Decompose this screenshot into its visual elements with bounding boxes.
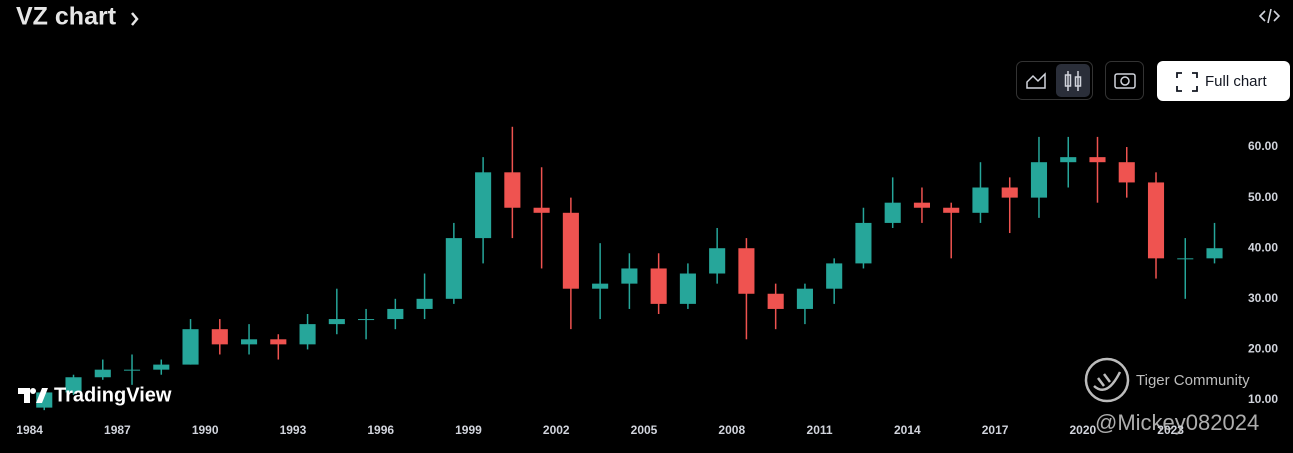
x-tick-label: 1993 <box>280 423 307 437</box>
candle-body <box>650 268 667 304</box>
candle-body <box>123 369 141 371</box>
candle-body <box>1177 258 1194 260</box>
candle-body <box>1001 187 1018 198</box>
button-label: Full chart <box>1205 73 1268 90</box>
watermark: Tiger Community @Mickey082024 <box>1084 357 1259 435</box>
candle-body <box>943 207 960 213</box>
candle-body <box>592 283 609 289</box>
x-tick-label: 1999 <box>455 423 482 437</box>
tiger-logo <box>1084 357 1130 403</box>
candle-style-button[interactable] <box>1056 64 1090 97</box>
candle-body <box>1060 157 1077 163</box>
chart-style-toggle <box>1016 61 1093 100</box>
candle-body <box>1030 162 1048 198</box>
candle-body <box>299 324 316 345</box>
line-icon <box>1026 72 1046 89</box>
candle-body <box>65 377 82 393</box>
candle-body <box>1147 182 1165 259</box>
full-chart-button[interactable]: Full chart <box>1157 61 1290 101</box>
button-frame <box>1105 61 1144 100</box>
candle-body <box>475 172 492 239</box>
candle-body <box>153 364 170 370</box>
snapshot-button[interactable] <box>1105 61 1144 100</box>
plot: 10.00 20.00 30.00 40.00 50.00 60.00 1984 1987 19… <box>16 126 1278 437</box>
candle-body <box>387 308 404 320</box>
candle-body <box>1206 248 1223 259</box>
tiger-logo <box>1093 371 1122 391</box>
candle-body <box>270 339 287 345</box>
brand-logo: TradingView <box>18 384 172 406</box>
candle-icon <box>1074 76 1082 87</box>
y-tick-label: 30.00 <box>1248 291 1278 305</box>
x-tick-label: 1990 <box>192 423 219 437</box>
candle-body <box>562 212 579 289</box>
candle-body <box>94 369 111 378</box>
candle-body <box>241 339 258 345</box>
candle-body <box>855 222 872 264</box>
candle-body <box>738 248 755 294</box>
candle-body <box>445 238 462 299</box>
x-tick-label: 2008 <box>718 423 745 437</box>
logo-mark <box>18 388 48 403</box>
y-tick-label: 10.00 <box>1248 392 1278 406</box>
title-chevron <box>131 12 139 26</box>
candle-body <box>533 207 550 213</box>
logo-mark <box>30 388 36 394</box>
candle-body <box>1089 157 1106 163</box>
brand-name: TradingView <box>54 384 172 406</box>
fullscreen-icon <box>1176 72 1198 92</box>
community-name: Tiger Community <box>1136 372 1250 389</box>
active-bg <box>1056 64 1090 97</box>
handle: @Mickey082024 <box>1095 410 1259 435</box>
embed-icon[interactable] <box>1258 8 1281 24</box>
candle-body <box>826 263 843 289</box>
x-tick-label: 2017 <box>982 423 1009 437</box>
candle-body <box>416 298 433 309</box>
x-tick-label: 2014 <box>894 423 921 437</box>
candle-body <box>796 288 813 309</box>
candle-body <box>709 248 726 274</box>
candle-body <box>504 172 521 208</box>
candle-body <box>211 329 228 345</box>
x-tick-label: 2020 <box>1070 423 1097 437</box>
y-tick-label: 60.00 <box>1248 139 1278 153</box>
camera-icon <box>1114 73 1136 89</box>
candle-body <box>358 319 375 321</box>
x-tick-label: 1984 <box>16 423 43 437</box>
candle-body <box>182 329 199 365</box>
candle-body <box>621 268 638 284</box>
button-bg <box>1157 61 1290 101</box>
chart-title[interactable]: VZ chart <box>16 3 117 31</box>
y-tick-label: 40.00 <box>1248 240 1278 254</box>
camera-icon <box>1120 76 1130 86</box>
y-tick-label: 20.00 <box>1248 342 1278 356</box>
candle-body <box>1118 162 1135 183</box>
candle-body <box>679 273 696 304</box>
x-tick-label: 1996 <box>367 423 394 437</box>
candle-body <box>913 202 930 208</box>
x-tick-label: 2023 <box>1157 423 1184 437</box>
y-tick-label: 50.00 <box>1248 190 1278 204</box>
x-tick-label: 1987 <box>104 423 131 437</box>
x-tick-label: 2005 <box>631 423 658 437</box>
candle-icon <box>1064 74 1072 87</box>
x-tick-label: 2002 <box>543 423 570 437</box>
candle-body <box>328 319 345 325</box>
candle-body <box>884 202 901 223</box>
candle-body <box>767 293 784 309</box>
candle-body <box>972 187 989 213</box>
line-style-button[interactable] <box>1026 72 1046 89</box>
x-tick-label: 2011 <box>807 423 833 437</box>
